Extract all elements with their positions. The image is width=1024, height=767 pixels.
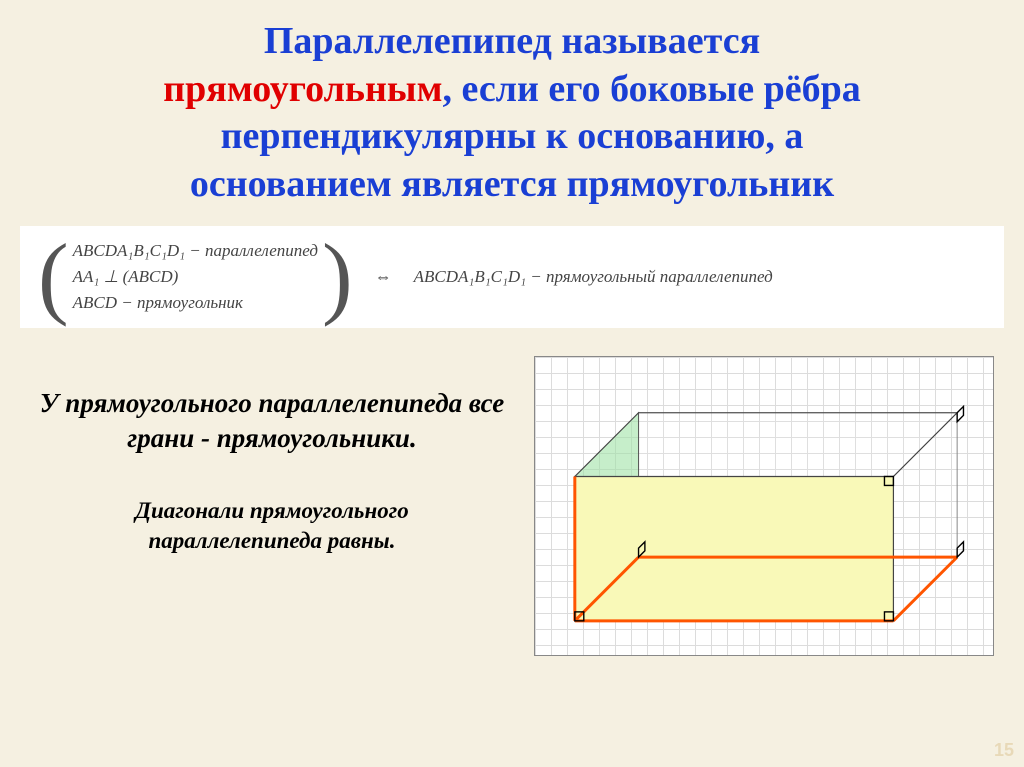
right-paren-icon: ) [322,240,353,314]
iff-symbol: ⇔ [375,267,392,287]
page-number: 15 [994,740,1014,761]
title-part3: перпендикулярны к основанию, а [221,115,804,157]
title-part1: Параллелепипед называется [264,20,760,62]
cuboid-figure [534,356,994,656]
title-part2-rest: , если его боковые рёбра [442,68,860,110]
theorem-2: Диагонали прямоугольного параллелепипеда… [30,496,514,556]
title-part4: основанием является прямоугольник [190,163,834,205]
lower-content: У прямоугольного параллелепипеда все гра… [0,336,1024,676]
cond-line-2: AA₁ ⊥ (ABCD) [73,267,318,287]
cond-line-1: ABCDA₁B₁C₁D₁ − параллелепипед [73,241,318,261]
theorems-column: У прямоугольного параллелепипеда все гра… [30,356,514,656]
left-paren-icon: ( [38,240,69,314]
slide-title: Параллелепипед называется прямоугольным,… [0,0,1024,218]
conditions-brace: ( ABCDA₁B₁C₁D₁ − параллелепипед AA₁ ⊥ (A… [38,240,353,314]
cond-line-3: ABCD − прямоугольник [73,293,318,313]
theorem-1: У прямоугольного параллелепипеда все гра… [30,386,514,456]
formula-definition: ( ABCDA₁B₁C₁D₁ − параллелепипед AA₁ ⊥ (A… [20,226,1004,328]
cuboid-svg [535,357,993,656]
title-part2-red: прямоугольным [163,68,442,110]
formula-result: ABCDA₁B₁C₁D₁ − прямоугольный параллелепи… [414,267,773,287]
